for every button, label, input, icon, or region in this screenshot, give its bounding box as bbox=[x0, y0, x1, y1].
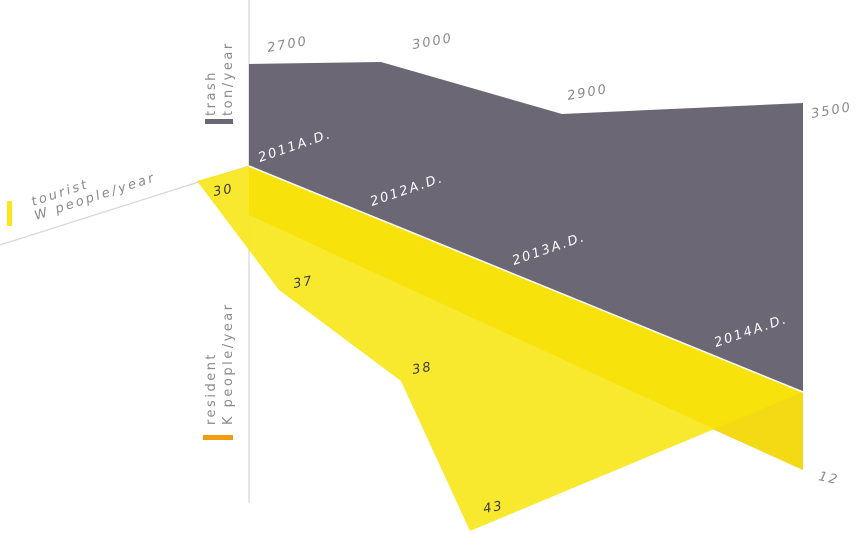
resident-value-label: 12 bbox=[817, 469, 840, 488]
trash-legend-unit: ton/year bbox=[221, 41, 236, 116]
trash-swatch bbox=[205, 119, 233, 124]
tourist-value-label: 30 bbox=[212, 182, 235, 200]
trash-legend: trash ton/year bbox=[204, 41, 236, 124]
tourist-value-label: 43 bbox=[482, 499, 505, 517]
trash-legend-name: trash bbox=[204, 70, 219, 116]
trash-value-label: 3500 bbox=[810, 100, 853, 122]
resident-swatch bbox=[203, 435, 233, 440]
resident-legend-unit: K people/year bbox=[221, 302, 236, 425]
tourist-swatch bbox=[7, 201, 12, 226]
trash-area bbox=[249, 62, 803, 392]
tourist-band bbox=[249, 166, 803, 470]
trash-value-label: 2700 bbox=[266, 34, 309, 56]
seam-line bbox=[248, 165, 804, 393]
tourist-legend: tourist W people/year bbox=[7, 170, 158, 226]
resident-legend-name: resident bbox=[204, 352, 219, 425]
trash-value-label: 3000 bbox=[411, 31, 454, 53]
tourist-value-label: 37 bbox=[292, 274, 315, 292]
tourist-value-label: 38 bbox=[411, 360, 434, 378]
trash-value-label: 2900 bbox=[566, 82, 609, 104]
resident-legend: resident K people/year bbox=[203, 302, 236, 440]
